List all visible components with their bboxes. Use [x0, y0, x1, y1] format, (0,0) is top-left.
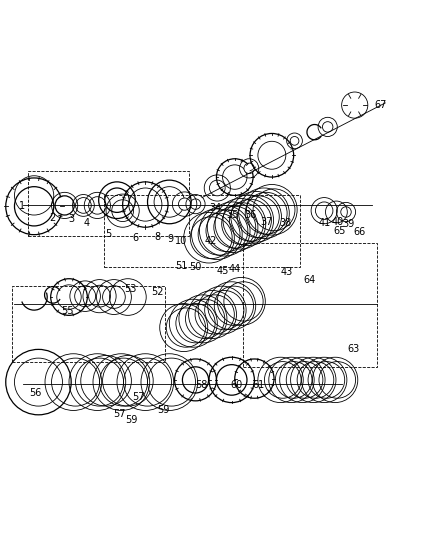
Circle shape — [340, 207, 350, 217]
Text: 4: 4 — [83, 218, 89, 228]
Circle shape — [178, 198, 190, 210]
Text: 59: 59 — [157, 406, 170, 415]
Text: 45: 45 — [216, 266, 229, 276]
Text: 66: 66 — [352, 227, 364, 237]
Text: 67: 67 — [374, 100, 386, 110]
Text: 59: 59 — [125, 415, 137, 425]
Text: 39: 39 — [341, 219, 353, 229]
Text: 52: 52 — [151, 287, 163, 297]
Text: 38: 38 — [279, 218, 291, 228]
Text: 41: 41 — [318, 218, 330, 228]
Text: 5: 5 — [105, 229, 111, 239]
Text: 44: 44 — [228, 264, 240, 273]
Text: 10: 10 — [175, 236, 187, 246]
Text: 40: 40 — [331, 217, 343, 227]
Text: 56: 56 — [29, 388, 42, 398]
Text: 3: 3 — [68, 214, 74, 223]
Circle shape — [244, 163, 254, 174]
Text: 36: 36 — [244, 210, 256, 220]
Text: 9: 9 — [167, 235, 173, 245]
Circle shape — [55, 196, 74, 215]
Circle shape — [209, 180, 225, 196]
Text: 57: 57 — [113, 409, 125, 419]
Text: 55: 55 — [61, 306, 74, 316]
Text: 34: 34 — [208, 203, 221, 213]
Text: 50: 50 — [189, 262, 201, 271]
Text: 37: 37 — [260, 217, 272, 227]
Text: 65: 65 — [332, 226, 345, 236]
Text: 63: 63 — [347, 344, 359, 354]
Text: 61: 61 — [252, 380, 264, 390]
Text: 60: 60 — [230, 380, 242, 390]
Text: 35: 35 — [226, 210, 238, 220]
Text: 58: 58 — [194, 380, 207, 390]
Text: 42: 42 — [204, 236, 216, 246]
Text: 43: 43 — [280, 266, 293, 277]
Text: 51: 51 — [174, 261, 187, 271]
Text: 8: 8 — [154, 232, 160, 242]
Text: 57: 57 — [132, 392, 145, 402]
Text: 2: 2 — [49, 213, 56, 223]
Text: 1: 1 — [19, 201, 25, 211]
Circle shape — [290, 136, 298, 145]
Text: 64: 64 — [303, 276, 315, 286]
Text: 53: 53 — [124, 284, 136, 294]
Text: 6: 6 — [132, 233, 138, 243]
